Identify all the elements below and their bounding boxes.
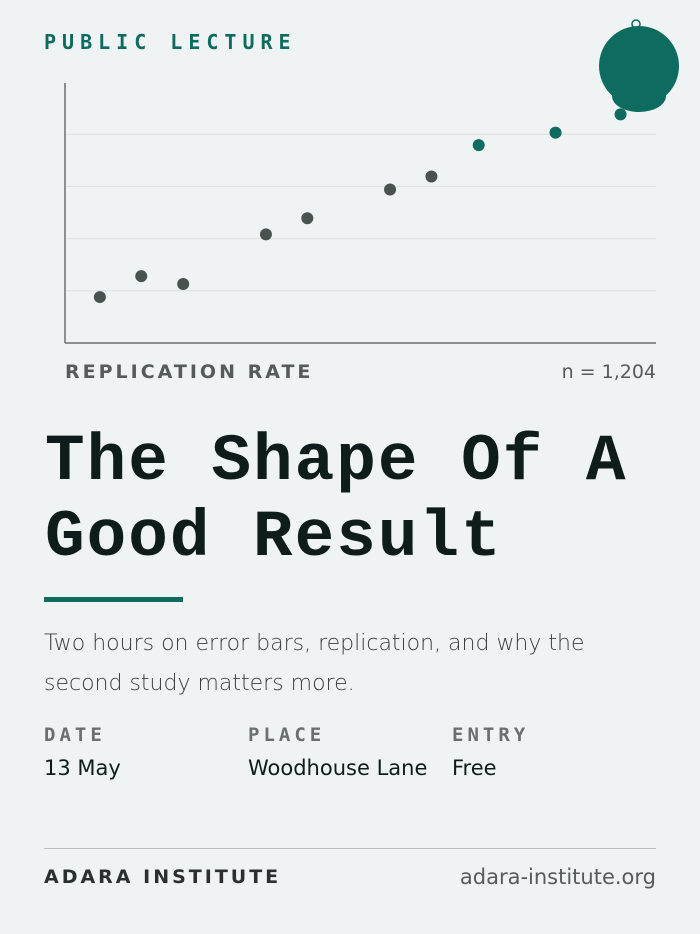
divider: [44, 848, 656, 849]
url: adara-institute.org: [459, 865, 656, 889]
detail-label: DATE: [44, 724, 106, 746]
detail-label: PLACE: [248, 724, 326, 746]
point: [135, 270, 148, 283]
point: [384, 183, 397, 196]
detail: ENTRY Free: [452, 724, 656, 780]
point: [301, 212, 314, 225]
point: [177, 278, 190, 291]
annotation: n = 1,204: [562, 361, 656, 383]
chart: REPLICATION RATE n = 1,204: [64, 19, 679, 383]
decoration: [599, 19, 679, 112]
x-axis-label: REPLICATION RATE: [65, 361, 313, 383]
detail-label: ENTRY: [452, 724, 530, 746]
point: [614, 108, 627, 121]
point: [425, 170, 438, 183]
point: [259, 228, 272, 241]
detail-value: Free: [452, 756, 497, 780]
point: [93, 291, 106, 304]
detail: PLACE Woodhouse Lane: [248, 724, 452, 780]
point: [472, 139, 485, 152]
organization: ADARA INSTITUTE: [44, 866, 282, 888]
detail-value: 13 May: [44, 756, 121, 780]
title: The Shape Of A Good Result: [45, 424, 628, 575]
description: Two hours on error bars, replication, an…: [44, 631, 585, 696]
detail-value: Woodhouse Lane: [248, 756, 428, 780]
accent-bar: [44, 597, 183, 602]
detail: DATE 13 May: [44, 724, 248, 780]
point: [549, 126, 562, 139]
eyebrow: PUBLIC LECTURE: [44, 30, 297, 54]
